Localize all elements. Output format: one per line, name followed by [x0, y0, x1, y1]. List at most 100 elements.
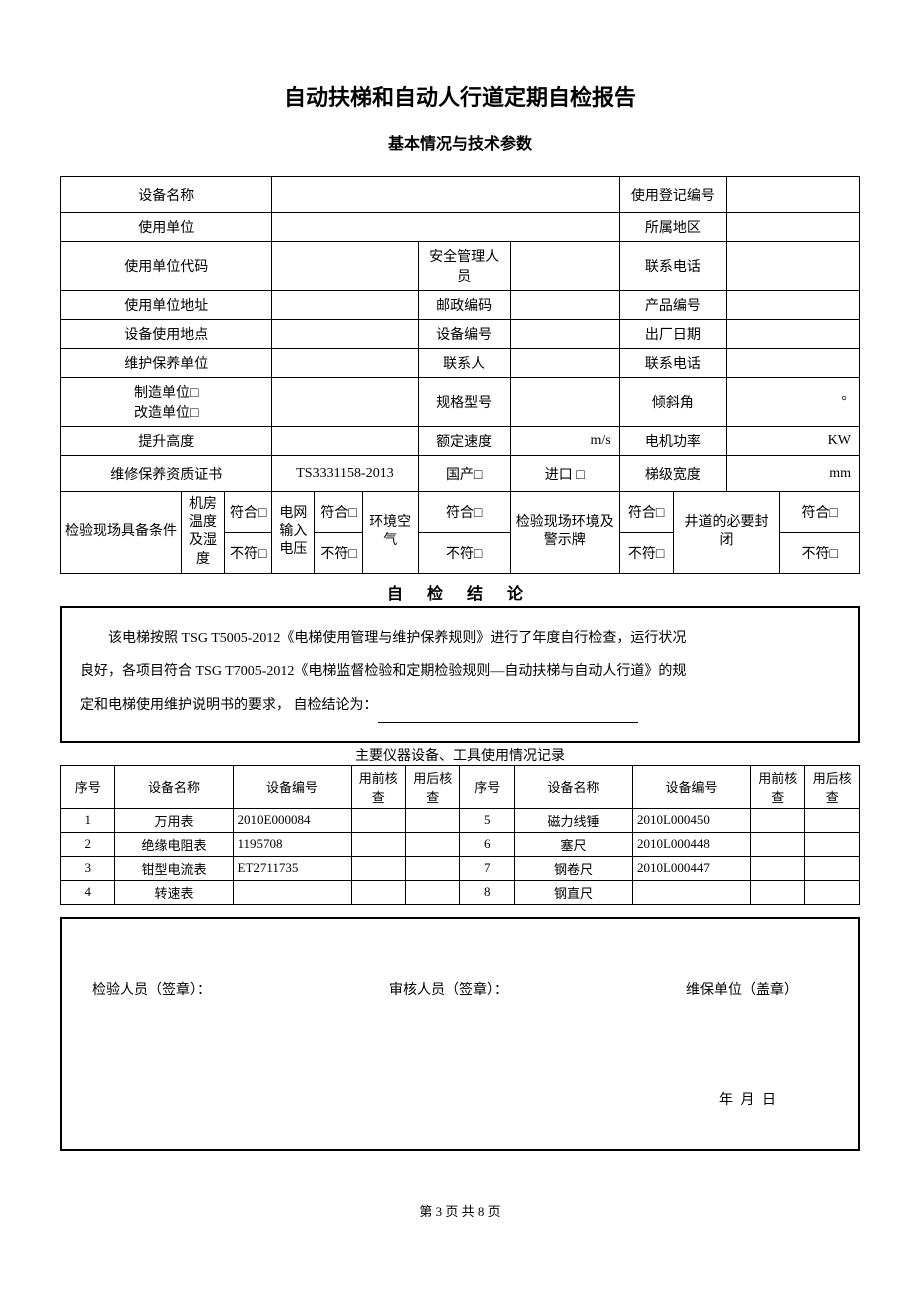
val-motor-power: KW: [727, 427, 860, 456]
instr-cell: [805, 880, 860, 904]
cell-conform-4a: 符合□: [619, 492, 673, 533]
val-use-unit-addr: [272, 291, 418, 320]
doc-title: 自动扶梯和自动人行道定期自检报告: [60, 80, 860, 112]
instr-cell: 7: [460, 856, 514, 880]
cell-conform-3a: 符合□: [418, 492, 510, 533]
lbl-site-cond: 检验现场具备条件: [61, 492, 182, 574]
hdr-post-r: 用后核查: [805, 765, 860, 808]
signature-box: 检验人员（签章）： 审核人员（签章）： 维保单位（盖章） 年 月 日: [60, 917, 860, 1151]
instr-cell: [406, 832, 460, 856]
instr-cell: [805, 808, 860, 832]
instr-cell: ET2711735: [233, 856, 351, 880]
hdr-pre-l: 用前核查: [351, 765, 405, 808]
hdr-name-l: 设备名称: [115, 765, 233, 808]
instr-cell: 2010L000450: [632, 808, 750, 832]
cell-conform-1b: 不符□: [224, 532, 271, 573]
lbl-imported: 进口 □: [510, 456, 619, 492]
instruments-table: 序号 设备名称 设备编号 用前核查 用后核查 序号 设备名称 设备编号 用前核查…: [60, 765, 860, 905]
cell-conform-5b: 不符□: [780, 532, 860, 573]
val-cert: TS3331158-2013: [272, 456, 418, 492]
val-incline: °: [727, 378, 860, 427]
instr-cell: [406, 856, 460, 880]
instr-cell: 5: [460, 808, 514, 832]
val-reg-no: [727, 177, 860, 213]
instr-cell: 钢卷尺: [514, 856, 632, 880]
lbl-shaft-close: 井道的必要封闭: [673, 492, 780, 574]
val-safety-mgr: [510, 242, 619, 291]
sig-reviewer: 审核人员（签章）：: [389, 979, 508, 999]
val-contact-phone: [727, 242, 860, 291]
instr-cell: [406, 808, 460, 832]
cell-conform-4b: 不符□: [619, 532, 673, 573]
instr-cell: 转速表: [115, 880, 233, 904]
instr-cell: 6: [460, 832, 514, 856]
lbl-use-unit-addr: 使用单位地址: [61, 291, 272, 320]
lbl-contact-person: 联系人: [418, 349, 510, 378]
conclusion-line1: 该电梯按照 TSG T5005-2012《电梯使用管理与维护保养规则》进行了年度…: [80, 622, 840, 656]
lbl-region: 所属地区: [619, 213, 726, 242]
hdr-name-r: 设备名称: [514, 765, 632, 808]
conclusion-line3: 定和电梯使用维护说明书的要求， 自检结论为：: [80, 689, 840, 723]
conclusion-prefix: 定和电梯使用维护说明书的要求， 自检结论为：: [80, 698, 378, 713]
lbl-spec-model: 规格型号: [418, 378, 510, 427]
instr-cell: [751, 880, 805, 904]
instr-cell: [406, 880, 460, 904]
instr-cell: [351, 808, 405, 832]
lbl-maint-cert: 维修保养资质证书: [61, 456, 272, 492]
instr-cell: 钳型电流表: [115, 856, 233, 880]
instr-cell: 万用表: [115, 808, 233, 832]
lbl-room-temp: 机房温度及湿度: [182, 492, 225, 574]
instr-cell: 2: [61, 832, 115, 856]
instr-cell: 1: [61, 808, 115, 832]
lbl-reg-no: 使用登记编号: [619, 177, 726, 213]
instr-cell: [805, 856, 860, 880]
hdr-post-l: 用后核查: [406, 765, 460, 808]
instr-cell: 钢直尺: [514, 880, 632, 904]
instr-cell: 塞尺: [514, 832, 632, 856]
instr-cell: [751, 832, 805, 856]
val-spec-model: [510, 378, 619, 427]
lbl-equip-name: 设备名称: [61, 177, 272, 213]
cell-conform-3b: 不符□: [418, 532, 510, 573]
instr-cell: 绝缘电阻表: [115, 832, 233, 856]
instr-cell: 磁力线锤: [514, 808, 632, 832]
hdr-seq-l: 序号: [61, 765, 115, 808]
val-step-width: mm: [727, 456, 860, 492]
sig-inspector: 检验人员（签章）：: [92, 979, 211, 999]
instr-cell: [233, 880, 351, 904]
val-lift-height: [272, 427, 418, 456]
val-rated-speed: m/s: [510, 427, 619, 456]
val-maint-unit: [272, 349, 418, 378]
instr-cell: 4: [61, 880, 115, 904]
lbl-lift-height: 提升高度: [61, 427, 272, 456]
instr-cell: [751, 808, 805, 832]
lbl-equip-no: 设备编号: [418, 320, 510, 349]
instruments-title: 主要仪器设备、工具使用情况记录: [60, 745, 860, 765]
val-use-unit-code: [272, 242, 418, 291]
lbl-grid-voltage: 电网输入电压: [272, 492, 315, 574]
cell-conform-2b: 不符□: [315, 532, 362, 573]
instr-cell: [351, 856, 405, 880]
instr-cell: 2010L000447: [632, 856, 750, 880]
lbl-contact-phone2: 联系电话: [619, 349, 726, 378]
val-region: [727, 213, 860, 242]
lbl-maint-unit: 维护保养单位: [61, 349, 272, 378]
conclusion-box: 该电梯按照 TSG T5005-2012《电梯使用管理与维护保养规则》进行了年度…: [60, 606, 860, 743]
val-contact-phone2: [727, 349, 860, 378]
hdr-pre-r: 用前核查: [751, 765, 805, 808]
cell-conform-1a: 符合□: [224, 492, 271, 533]
instr-cell: 1195708: [233, 832, 351, 856]
cell-conform-5a: 符合□: [780, 492, 860, 533]
instr-cell: [751, 856, 805, 880]
val-make-unit: [272, 378, 418, 427]
val-equip-no: [510, 320, 619, 349]
sig-maint: 维保单位（盖章）: [686, 979, 828, 999]
lbl-post-code: 邮政编码: [418, 291, 510, 320]
cell-conform-2a: 符合□: [315, 492, 362, 533]
doc-subtitle: 基本情况与技术参数: [60, 130, 860, 154]
instr-cell: [632, 880, 750, 904]
lbl-site-sign: 检验现场环境及警示牌: [510, 492, 619, 574]
conclusion-blank: [378, 706, 638, 723]
val-product-no: [727, 291, 860, 320]
page-footer: 第 3 页 共 8 页: [60, 1201, 860, 1220]
